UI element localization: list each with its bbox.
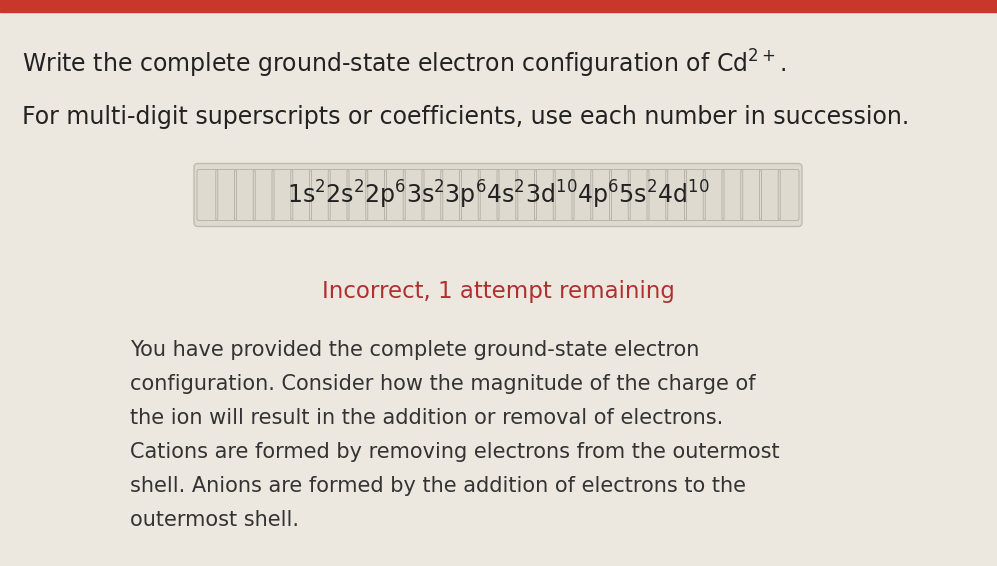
FancyBboxPatch shape <box>194 164 802 226</box>
Text: the ion will result in the addition or removal of electrons.: the ion will result in the addition or r… <box>130 408 723 428</box>
Text: Write the complete ground-state electron configuration of Cd$^{2+}$.: Write the complete ground-state electron… <box>22 48 787 80</box>
Text: outermost shell.: outermost shell. <box>130 510 299 530</box>
Text: Incorrect, 1 attempt remaining: Incorrect, 1 attempt remaining <box>322 280 674 303</box>
Bar <box>0 0 997 12</box>
Text: You have provided the complete ground-state electron: You have provided the complete ground-st… <box>130 340 699 360</box>
Text: $\mathsf{1s^22s^22p^63s^23p^64s^23d^{10}4p^65s^24d^{10}}$: $\mathsf{1s^22s^22p^63s^23p^64s^23d^{10}… <box>286 179 710 211</box>
Text: For multi-digit superscripts or coefficients, use each number in succession.: For multi-digit superscripts or coeffici… <box>22 105 909 129</box>
Text: shell. Anions are formed by the addition of electrons to the: shell. Anions are formed by the addition… <box>130 476 746 496</box>
Text: Cations are formed by removing electrons from the outermost: Cations are formed by removing electrons… <box>130 442 780 462</box>
Text: configuration. Consider how the magnitude of the charge of: configuration. Consider how the magnitud… <box>130 374 756 394</box>
